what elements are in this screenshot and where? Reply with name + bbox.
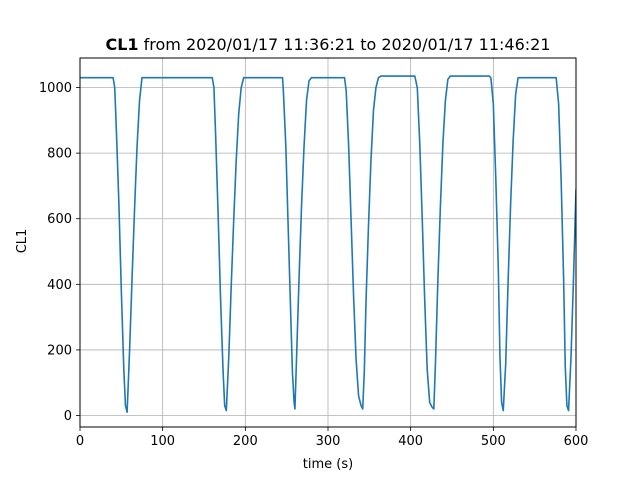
- y-tick-label: 600: [47, 212, 72, 227]
- y-tick-label: 800: [47, 147, 72, 162]
- x-tick-label: 0: [76, 434, 84, 449]
- y-tick-label: 1000: [39, 81, 72, 96]
- series-line-0: [80, 75, 576, 414]
- x-axis-label: time (s): [303, 457, 353, 472]
- x-tick-label: 100: [150, 434, 175, 449]
- x-tick-label: 500: [481, 434, 506, 449]
- x-tick-label: 400: [398, 434, 423, 449]
- x-tick-label: 300: [316, 434, 341, 449]
- y-tick-label: 0: [64, 409, 72, 424]
- chart-title-bold: CL1: [105, 35, 138, 54]
- ticks: 0 100 200 300 400 500 600 0 200 400 600 800 1000: [39, 81, 589, 449]
- y-tick-label: 400: [47, 278, 72, 293]
- series-layer: [80, 75, 576, 414]
- x-tick-label: 600: [564, 434, 589, 449]
- y-axis-label: CL1: [15, 229, 30, 254]
- chart-title-rest: from 2020/01/17 11:36:21 to 2020/01/17 1…: [139, 35, 551, 54]
- chart-title: CL1 from 2020/01/17 11:36:21 to 2020/01/…: [105, 35, 550, 54]
- y-tick-label: 200: [47, 343, 72, 358]
- x-tick-label: 200: [233, 434, 258, 449]
